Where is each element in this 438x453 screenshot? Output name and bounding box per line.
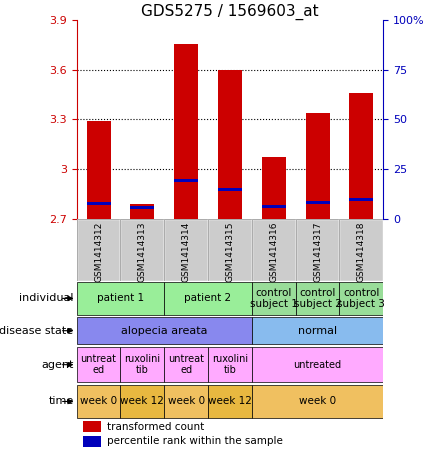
Text: GSM1414318: GSM1414318	[357, 222, 366, 282]
Text: week 0: week 0	[80, 396, 117, 406]
Text: patient 2: patient 2	[184, 294, 232, 304]
Bar	[174, 179, 198, 182]
Text: GSM1414313: GSM1414313	[138, 222, 147, 282]
Bar	[208, 386, 252, 418]
Bar	[296, 218, 339, 281]
Text: week 12: week 12	[208, 396, 252, 406]
Bar	[252, 317, 383, 344]
Bar	[77, 218, 120, 281]
Text: alopecia areata: alopecia areata	[121, 326, 208, 336]
Text: GSM1414312: GSM1414312	[94, 222, 103, 282]
Bar	[296, 282, 339, 314]
Bar	[252, 386, 383, 418]
Text: disease state: disease state	[0, 326, 74, 336]
Text: ruxolini
tib: ruxolini tib	[212, 354, 248, 376]
Bar	[120, 218, 164, 281]
Text: agent: agent	[41, 360, 74, 370]
Bar	[339, 282, 383, 314]
Bar	[339, 218, 383, 281]
Text: control
subject 1: control subject 1	[250, 288, 298, 309]
Bar	[164, 386, 208, 418]
Text: GSM1414314: GSM1414314	[182, 222, 191, 282]
Title: GDS5275 / 1569603_at: GDS5275 / 1569603_at	[141, 4, 319, 20]
Bar	[208, 347, 252, 382]
Text: time: time	[48, 396, 74, 406]
Bar	[77, 218, 120, 281]
Bar	[208, 218, 252, 281]
Bar	[262, 205, 286, 207]
Bar	[252, 347, 383, 382]
Text: week 12: week 12	[120, 396, 164, 406]
Text: GSM1414315: GSM1414315	[226, 222, 234, 282]
Bar	[339, 218, 383, 281]
Bar	[208, 218, 252, 281]
Bar	[252, 282, 296, 314]
Bar	[77, 282, 164, 314]
Bar	[305, 201, 329, 203]
Text: control
subject 3: control subject 3	[337, 288, 385, 309]
Bar	[296, 218, 339, 281]
Bar	[120, 218, 164, 281]
Text: transformed count: transformed count	[107, 422, 205, 432]
Bar	[86, 121, 110, 218]
Bar	[350, 93, 373, 218]
Bar	[218, 70, 242, 218]
Text: normal: normal	[298, 326, 337, 336]
Text: untreated: untreated	[293, 360, 342, 370]
Text: untreat
ed: untreat ed	[168, 354, 204, 376]
Text: individual: individual	[19, 294, 74, 304]
Text: untreat
ed: untreat ed	[81, 354, 117, 376]
Bar	[86, 202, 110, 205]
Text: percentile rank within the sample: percentile rank within the sample	[107, 436, 283, 446]
Bar	[131, 204, 154, 218]
Text: week 0: week 0	[168, 396, 205, 406]
Text: control
subject 2: control subject 2	[293, 288, 342, 309]
Bar	[120, 386, 164, 418]
Bar	[164, 282, 252, 314]
Text: patient 1: patient 1	[97, 294, 144, 304]
Bar	[77, 347, 120, 382]
Bar	[83, 436, 101, 447]
Text: GSM1414316: GSM1414316	[269, 222, 278, 282]
Text: week 0: week 0	[299, 396, 336, 406]
Bar	[164, 218, 208, 281]
Text: GSM1414317: GSM1414317	[313, 222, 322, 282]
Bar	[164, 347, 208, 382]
Bar	[262, 158, 286, 218]
Bar	[218, 188, 242, 191]
Bar	[252, 218, 296, 281]
Bar	[77, 386, 120, 418]
Bar	[83, 421, 101, 432]
Bar	[350, 198, 373, 201]
Bar	[305, 113, 329, 218]
Bar	[174, 43, 198, 218]
Bar	[120, 347, 164, 382]
Bar	[164, 218, 208, 281]
Bar	[77, 317, 252, 344]
Text: ruxolini
tib: ruxolini tib	[124, 354, 160, 376]
Bar	[252, 218, 296, 281]
Bar	[131, 207, 154, 209]
